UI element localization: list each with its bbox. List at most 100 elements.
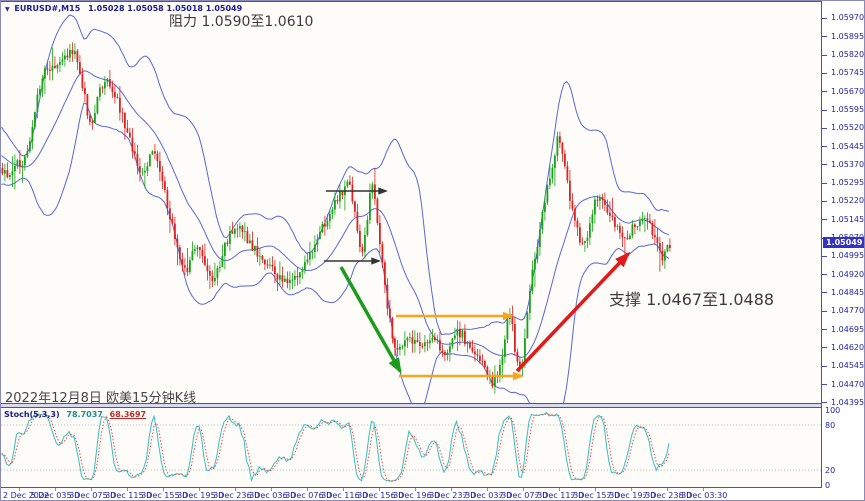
price-tick [822,311,827,312]
time-axis-label: 6 Dec 03:30 [246,491,296,500]
time-axis-label: 5 Dec 23:30 [210,491,260,500]
time-tick [379,488,380,491]
price-chart-canvas[interactable] [1,2,821,404]
stochastic-d-value: 68.3697 [109,410,147,419]
price-tick [822,384,827,385]
time-tick [199,488,200,491]
price-axis-label: 1.04995 [831,251,865,260]
price-tick [822,366,827,367]
time-tick [487,488,488,491]
price-tick [822,219,827,220]
price-axis-label: 1.04920 [831,270,865,279]
stochastic-k-value: 78.7037 [66,410,103,419]
price-axis-label: 1.05370 [831,160,865,169]
price-tick [822,36,827,37]
stoch-scale-label: 80 [825,421,836,430]
symbol-dropdown-icon[interactable]: ▼ [5,6,10,13]
time-axis-label: 5 Dec 07:30 [66,491,116,500]
price-axis-label: 1.05445 [831,142,865,151]
price-tick [822,329,827,330]
stochastic-canvas[interactable] [1,408,821,487]
time-axis[interactable]: 2 Dec 2022 5 Dec 03:30 5 Dec 07:30 5 Dec 11… [1,488,864,500]
time-tick [91,488,92,491]
time-axis-label: 7 Dec 15:30 [570,491,620,500]
current-price-badge: 1.05049 [823,237,864,248]
stoch-scale-label: 20 [825,466,836,475]
time-tick [595,488,596,491]
time-axis-label: 7 Dec 07:30 [498,491,548,500]
price-tick [822,128,827,129]
time-axis-label: 2 Dec 2022 [3,491,50,500]
time-axis-label: 5 Dec 15:30 [138,491,188,500]
annotation-arrow-red [515,251,631,373]
price-tick [822,164,827,165]
price-tick [822,55,827,56]
price-tick [822,402,827,403]
time-axis-label: 7 Dec 03:30 [462,491,512,500]
price-tick [822,110,827,111]
time-tick [523,488,524,491]
symbol-info: ▼ EURUSD#,M15 1.05028 1.05058 1.05018 1.… [5,4,242,13]
price-axis-label: 1.05220 [831,196,865,205]
price-axis[interactable]: 1.05049 1.05970 1.05895 1.05820 1.05745 1.05… [821,1,865,490]
date-caption-annotation: 2022年12月8日 欧美15分钟K线 [5,391,197,406]
price-axis-label: 1.05520 [831,123,865,132]
time-tick [307,488,308,491]
price-tick [822,201,827,202]
time-axis-label: 6 Dec 07:30 [282,491,332,500]
price-tick [822,256,827,257]
price-axis-label: 1.05295 [831,178,865,187]
time-axis-label: 6 Dec 11:30 [318,491,368,500]
time-tick [559,488,560,491]
price-axis-label: 1.05145 [831,215,865,224]
time-tick [235,488,236,491]
support-annotation: 支撑 1.0467至1.0488 [609,290,775,309]
time-tick [343,488,344,491]
time-tick [631,488,632,491]
price-tick [822,347,827,348]
time-axis-label: 7 Dec 11:30 [534,491,584,500]
time-tick [55,488,56,491]
price-tick [822,274,827,275]
price-chart-panel[interactable]: ▼ EURUSD#,M15 1.05028 1.05058 1.05018 1.… [1,1,821,406]
panel-splitter[interactable] [1,403,821,408]
price-axis-label: 1.05895 [831,32,865,41]
price-axis-label: 1.04395 [831,398,865,407]
price-axis-label: 1.04695 [831,325,865,334]
time-tick [271,488,272,491]
time-tick [163,488,164,491]
stochastic-label: Stoch(5,3,3) [4,410,60,419]
price-tick [822,292,827,293]
time-axis-label: 5 Dec 11:30 [102,491,152,500]
price-axis-label: 1.05745 [831,68,865,77]
symbol-name: EURUSD#,M15 [14,4,81,13]
time-tick [127,488,128,491]
price-axis-label: 1.04845 [831,288,865,297]
stoch-scale-label: 100 [825,406,841,415]
price-axis-label: 1.05595 [831,105,865,114]
stochastic-panel[interactable]: Stoch(5,3,3) 78.7037 68.3697 [1,408,821,487]
time-axis-label: 5 Dec 19:30 [174,491,224,500]
price-axis-label: 1.05820 [831,50,865,59]
time-axis-label: 5 Dec 03:30 [30,491,80,500]
time-tick [451,488,452,491]
time-axis-label: 7 Dec 19:30 [606,491,656,500]
price-axis-label: 1.04545 [831,361,865,370]
price-tick [822,146,827,147]
time-tick [667,488,668,491]
price-axis-label: 1.05970 [831,13,865,22]
time-axis-label: 7 Dec 23:30 [642,491,692,500]
resistance-annotation: 阻力 1.0590至1.0610 [169,14,314,30]
price-axis-label: 1.04770 [831,306,865,315]
price-tick [822,73,827,74]
symbol-ohlc: 1.05028 1.05058 1.05018 1.05049 [88,4,243,13]
time-tick [415,488,416,491]
price-axis-label: 1.05670 [831,87,865,96]
price-axis-label: 1.04620 [831,343,865,352]
stochastic-info: Stoch(5,3,3) 78.7037 68.3697 [4,410,146,419]
price-axis-label: 1.04470 [831,380,865,389]
time-tick [19,488,20,491]
price-tick [822,91,827,92]
annotation-arrow-green [339,266,402,374]
